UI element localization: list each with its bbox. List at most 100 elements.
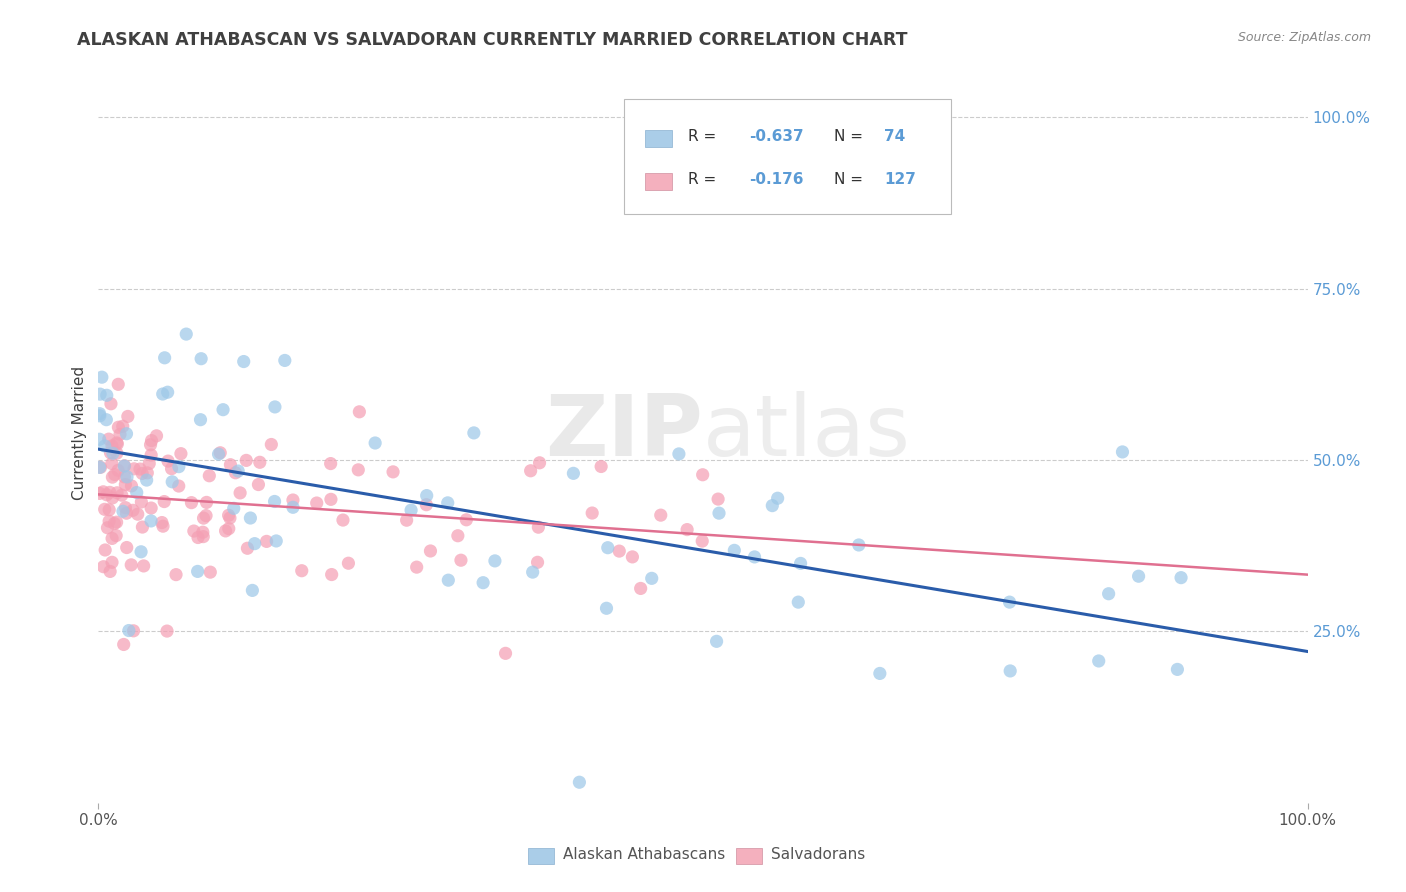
Point [607,544,630,558]
Point [529,456,551,470]
Point [111,504,134,518]
Point [160,475,183,489]
Point [562,467,585,481]
Point [212,402,235,417]
Point [596,541,619,555]
Point [1170,571,1192,585]
FancyBboxPatch shape [624,99,950,214]
Point [668,447,690,461]
Point [321,567,343,582]
Point [98,565,121,579]
Text: 127: 127 [884,172,917,186]
Point [239,511,262,525]
Point [869,666,891,681]
Point [766,491,789,506]
Point [111,488,134,502]
Point [107,420,129,434]
Point [96,488,118,502]
Point [347,463,370,477]
FancyBboxPatch shape [527,848,554,864]
Point [247,477,270,491]
Point [131,495,153,509]
Point [193,511,215,525]
Point [690,534,713,549]
Point [120,558,142,572]
Point [1087,654,1109,668]
Text: Alaskan Athabascans: Alaskan Athabascans [562,847,725,863]
Point [219,511,242,525]
Point [568,775,591,789]
Point [319,492,342,507]
Point [761,499,783,513]
Point [98,514,121,528]
Point [187,531,209,545]
Point [90,370,112,384]
Point [174,327,197,342]
Point [676,523,699,537]
Point [229,486,252,500]
Point [364,436,387,450]
Point [437,573,460,587]
Point [105,446,128,460]
Point [591,459,613,474]
Point [122,462,145,476]
Point [89,407,111,421]
Point [141,448,163,462]
Point [114,458,136,473]
Point [141,501,163,516]
Point [167,459,190,474]
FancyBboxPatch shape [645,173,672,190]
Point [112,470,135,484]
Point [118,624,141,638]
Point [127,507,149,521]
Point [183,524,205,538]
Point [219,458,242,472]
Point [243,536,266,550]
Point [198,468,221,483]
Point [998,595,1021,609]
Text: atlas: atlas [703,391,911,475]
Point [222,501,245,516]
Point [112,637,135,651]
Text: -0.637: -0.637 [749,128,804,144]
Point [281,493,304,508]
Point [153,351,176,365]
Point [200,565,222,579]
Point [263,494,285,508]
Point [187,565,209,579]
Point [98,503,121,517]
Point [274,353,297,368]
Point [89,409,111,423]
Point [129,545,152,559]
Point [107,463,129,477]
Point [153,494,176,508]
Point [447,529,470,543]
Point [105,485,128,500]
Point [96,413,118,427]
Point [190,413,212,427]
Point [405,560,427,574]
Point [122,503,145,517]
Point [382,465,405,479]
Point [135,473,157,487]
Point [218,508,240,523]
Point [526,555,548,569]
Point [256,534,278,549]
Point [156,385,179,400]
Point [595,601,617,615]
Point [723,543,745,558]
Point [170,447,193,461]
Point [157,454,180,468]
Point [107,377,129,392]
Point [630,582,652,596]
Point [111,419,134,434]
Point [522,565,544,579]
Point [218,522,240,536]
Point [527,520,550,534]
Point [145,429,167,443]
Point [415,489,437,503]
Point [232,354,254,368]
Point [150,516,173,530]
Point [108,427,131,442]
Point [96,388,118,402]
